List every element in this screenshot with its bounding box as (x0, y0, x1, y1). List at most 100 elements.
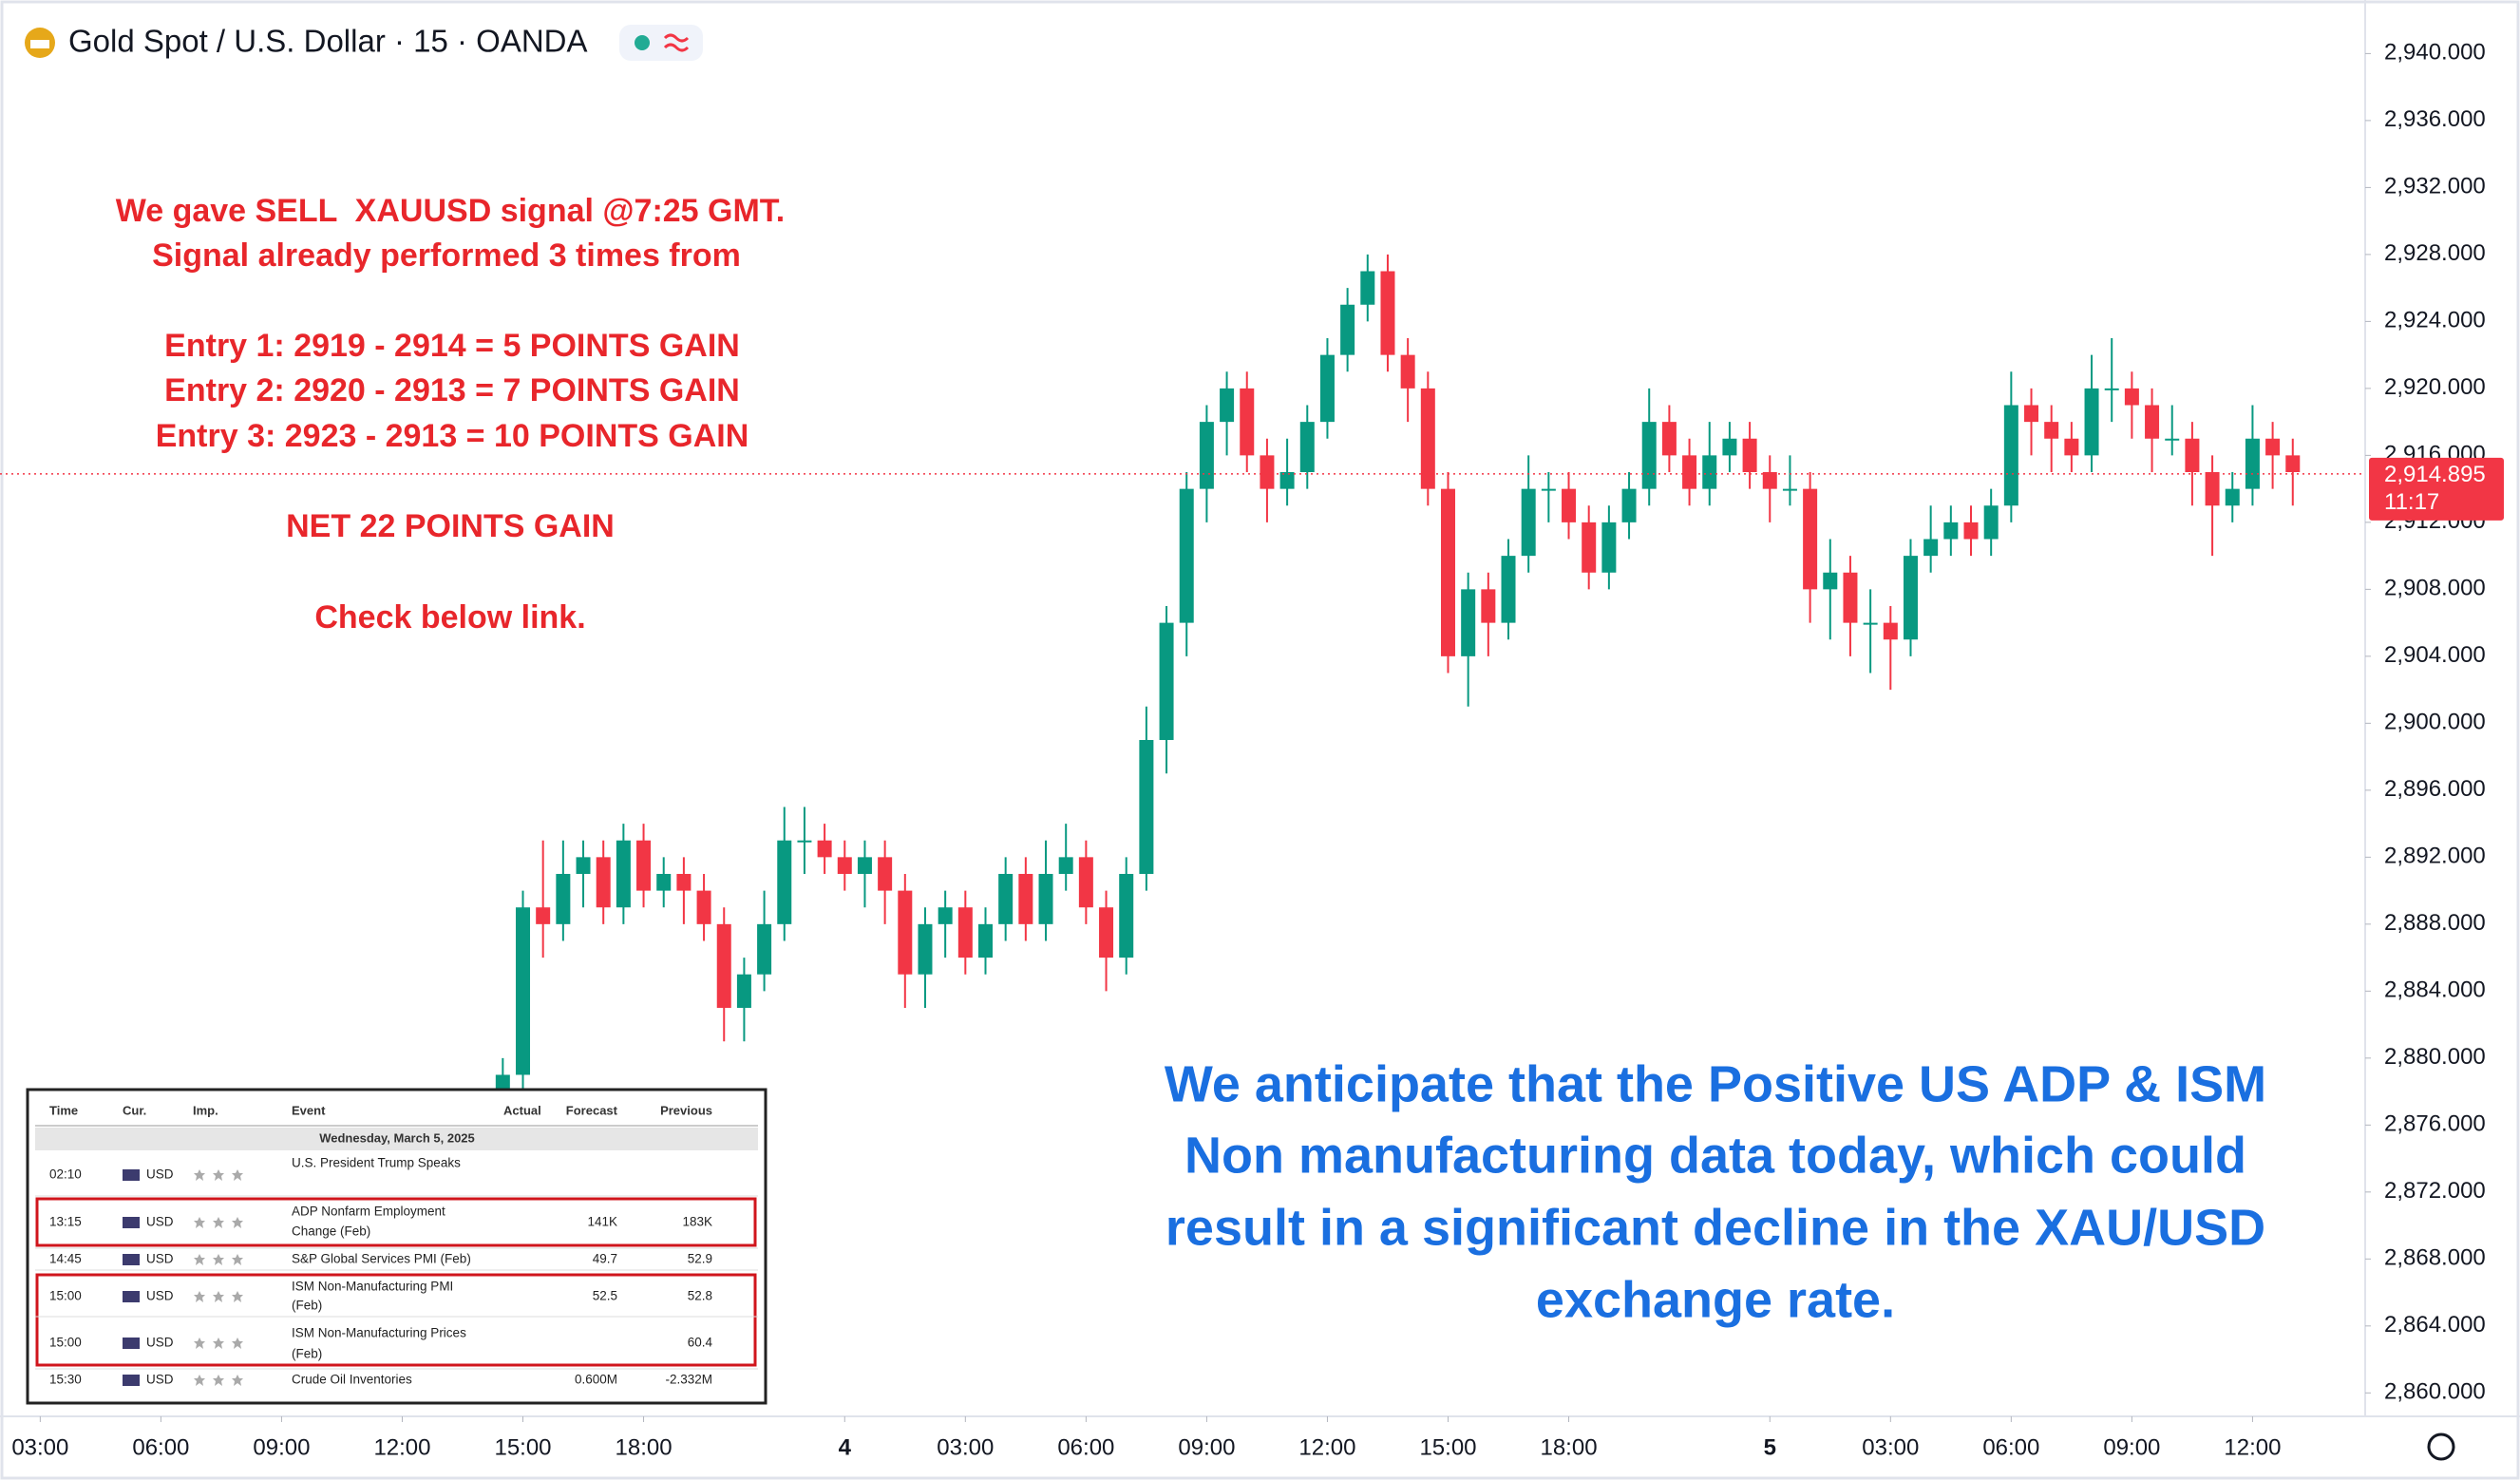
event-name: (Feb) (292, 1347, 322, 1361)
y-tick-label: 2,888.000 (2384, 910, 2486, 936)
y-tick-label: 2,936.000 (2384, 106, 2486, 132)
signal-text: We gave SELL XAUUSD signal @7:25 GMT. (116, 193, 786, 229)
candle-body (1562, 488, 1577, 522)
y-tick-label: 2,872.000 (2384, 1178, 2486, 1204)
x-tick-label: 06:00 (1057, 1434, 1114, 1460)
candle-body (1299, 422, 1315, 472)
candle-body (1018, 873, 1033, 924)
candle-body (1541, 488, 1556, 491)
candle-body (1360, 271, 1375, 305)
candle-body (1702, 455, 1717, 489)
candle-body (536, 907, 551, 924)
candle-body (2044, 422, 2059, 439)
y-tick-label: 2,940.000 (2384, 40, 2486, 66)
candle-body (1521, 488, 1536, 557)
candle-body (2245, 438, 2260, 489)
candle-body (1159, 622, 1174, 740)
importance-star (213, 1375, 224, 1386)
importance-star (232, 1169, 243, 1181)
candle-body (1220, 388, 1235, 423)
candle-body (1621, 488, 1637, 522)
event-name: ADP Nonfarm Employment (292, 1205, 445, 1219)
event-previous: 52.8 (688, 1289, 712, 1303)
signal-text: Entry 1: 2919 - 2914 = 5 POINTS GAIN (164, 328, 740, 364)
candle-body (1119, 873, 1134, 958)
candle-body (596, 857, 611, 908)
candle-body (716, 923, 731, 1008)
candle-body (837, 857, 852, 874)
candle-body (1963, 522, 1979, 540)
last-price-label: 2,914.895 (2384, 462, 2486, 487)
event-time: 02:10 (49, 1167, 82, 1182)
event-name: U.S. President Trump Speaks (292, 1156, 461, 1170)
calendar-header: Event (292, 1103, 326, 1117)
candle-body (1260, 455, 1275, 489)
candle-body (2124, 388, 2139, 406)
symbol-title: Gold Spot / U.S. Dollar · 15 · OANDA (68, 24, 588, 59)
calendar-header: Imp. (193, 1103, 218, 1117)
candle-body (1078, 857, 1093, 908)
candle-body (1661, 422, 1677, 456)
y-tick-label: 2,868.000 (2384, 1245, 2486, 1271)
x-tick-label: 15:00 (494, 1434, 551, 1460)
x-tick-label: 09:00 (253, 1434, 310, 1460)
candle-body (817, 840, 832, 858)
status-badge[interactable] (619, 25, 703, 61)
y-tick-label: 2,924.000 (2384, 308, 2486, 333)
highlight-box (35, 1273, 757, 1367)
candle-body (2084, 388, 2099, 456)
x-tick-label: 12:00 (373, 1434, 430, 1460)
candle-body (1179, 488, 1194, 623)
candle-body (1240, 388, 1255, 456)
event-currency: USD (146, 1167, 174, 1182)
settings-icon[interactable] (2427, 1433, 2455, 1461)
importance-star (213, 1254, 224, 1265)
candle-body (2285, 455, 2301, 472)
candle-body (516, 907, 531, 1075)
candle-body (1099, 907, 1114, 958)
x-tick-label: 18:00 (616, 1434, 673, 1460)
candle-body (1803, 488, 1818, 590)
candle-body (1199, 422, 1214, 489)
candle-body (918, 923, 933, 975)
candle-body (1742, 438, 1757, 472)
candle-body (616, 840, 631, 908)
calendar-date: Wednesday, March 5, 2025 (319, 1130, 475, 1145)
candle-body (1380, 271, 1395, 355)
candle-body (777, 840, 792, 924)
y-tick-label: 2,904.000 (2384, 642, 2486, 668)
candle-body (1582, 522, 1597, 573)
candle-body (2003, 405, 2018, 506)
importance-star (194, 1338, 205, 1349)
flag-icon (123, 1217, 140, 1228)
event-forecast: 49.7 (593, 1252, 617, 1266)
event-time: 15:00 (49, 1289, 82, 1303)
y-tick-label: 2,928.000 (2384, 240, 2486, 266)
candle-body (1058, 857, 1073, 874)
candle-body (1440, 488, 1455, 656)
importance-star (213, 1291, 224, 1302)
candle-body (2165, 438, 2180, 441)
x-tick-label: 5 (1764, 1434, 1776, 1460)
candle-body (2225, 488, 2240, 506)
candle-body (1481, 589, 1496, 623)
candle-body (1823, 572, 1838, 590)
x-tick-label: 06:00 (1982, 1434, 2039, 1460)
importance-star (213, 1217, 224, 1228)
y-tick-label: 2,876.000 (2384, 1111, 2486, 1137)
y-tick-label: 2,892.000 (2384, 844, 2486, 869)
signal-text: Entry 2: 2920 - 2913 = 7 POINTS GAIN (164, 372, 740, 408)
importance-star (232, 1338, 243, 1349)
event-time: 14:45 (49, 1252, 82, 1266)
highlight-box (35, 1197, 757, 1247)
candle-body (1340, 304, 1355, 355)
importance-star (194, 1375, 205, 1386)
x-tick-label: 4 (839, 1434, 852, 1460)
signal-text: Entry 3: 2923 - 2913 = 10 POINTS GAIN (156, 418, 749, 454)
x-tick-label: 09:00 (2103, 1434, 2160, 1460)
event-time: 15:30 (49, 1373, 82, 1387)
event-previous: 183K (682, 1215, 712, 1229)
signal-text: Signal already performed 3 times from (152, 237, 741, 274)
candle-body (1400, 354, 1415, 389)
candle-body (1843, 572, 1858, 623)
